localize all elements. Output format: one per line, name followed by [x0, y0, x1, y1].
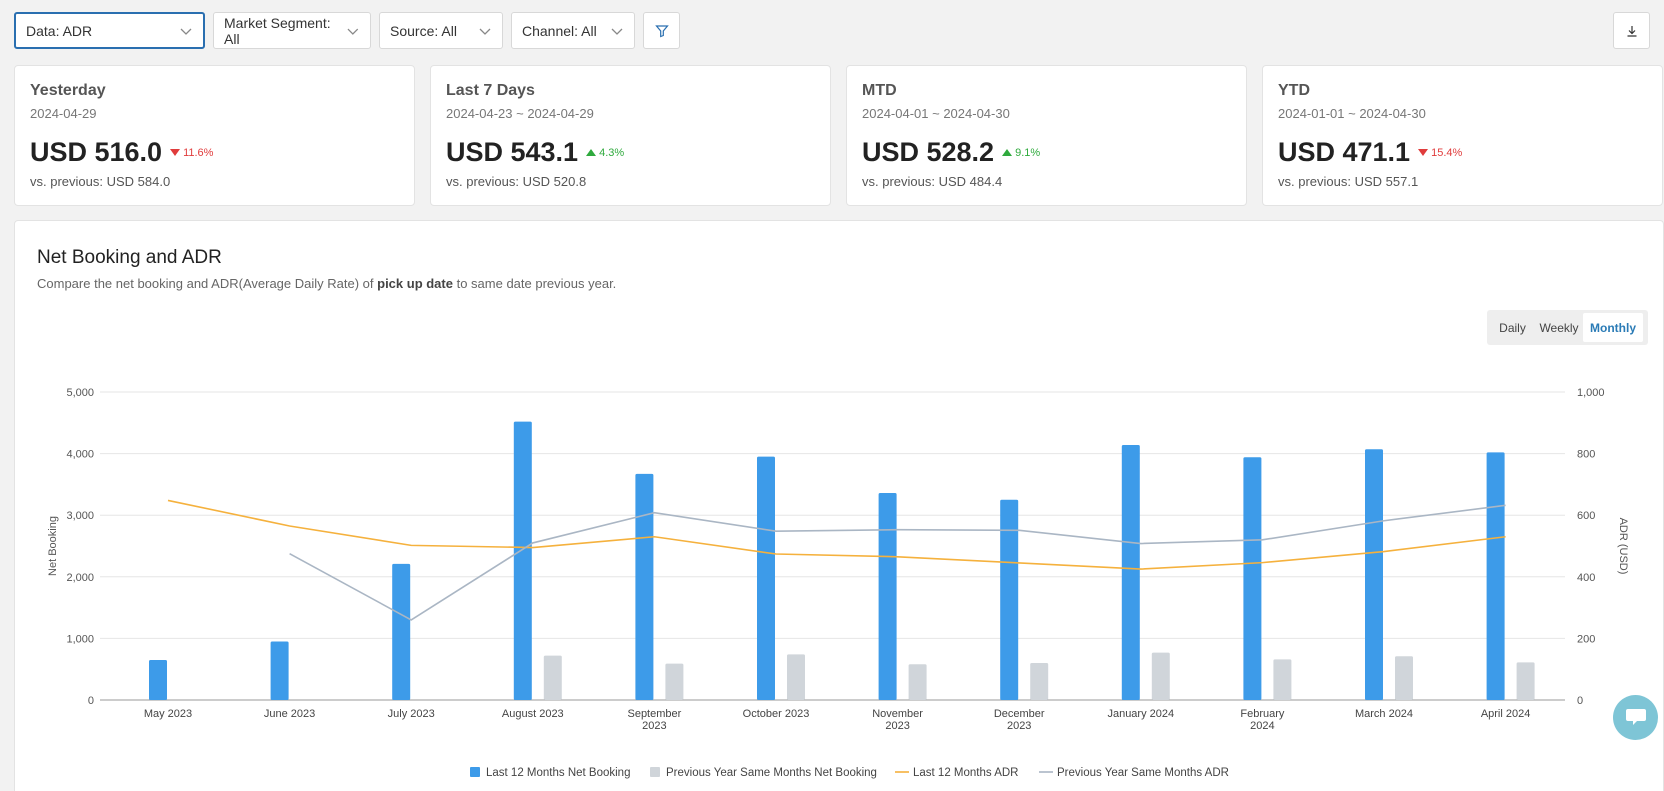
- kpi-value: USD 471.1: [1278, 137, 1411, 167]
- up-arrow-icon: [1002, 149, 1013, 156]
- kpi-change-value: 9.1%: [1015, 146, 1041, 159]
- kpi-previous: vs. previous: USD 484.4: [862, 174, 1003, 189]
- chat-button[interactable]: [1613, 695, 1658, 740]
- up-arrow-icon: [586, 149, 597, 156]
- market-segment-label: Market Segment: All: [224, 14, 331, 47]
- filter-icon: [654, 24, 669, 37]
- kpi-previous: vs. previous: USD 520.8: [446, 174, 587, 189]
- toggle-daily[interactable]: Daily: [1499, 320, 1526, 335]
- channel-label: Channel: All: [522, 22, 597, 39]
- kpi-value: USD 543.1: [446, 137, 579, 167]
- data-dropdown[interactable]: Data: ADR: [14, 12, 205, 49]
- kpi-title: Yesterday: [30, 82, 106, 99]
- kpi-change-value: 11.6%: [183, 146, 214, 159]
- source-label: Source: All: [390, 22, 457, 39]
- subtitle-text-end: to same date previous year.: [452, 276, 617, 291]
- panel-title: Net Booking and ADR: [37, 247, 222, 268]
- kpi-title: Last 7 Days: [446, 82, 535, 99]
- chevron-down-icon: [180, 28, 192, 35]
- chart-panel: Net Booking and ADR Compare the net book…: [14, 220, 1664, 791]
- filter-button[interactable]: [643, 12, 680, 49]
- channel-dropdown[interactable]: Channel: All: [511, 12, 635, 49]
- kpi-value: USD 528.2: [862, 137, 995, 167]
- granularity-toggle: Daily Weekly Monthly: [1487, 310, 1648, 345]
- kpi-title: YTD: [1278, 82, 1310, 99]
- kpi-card-last-7-days: Last 7 Days 2024-04-23 ~ 2024-04-29 USD …: [430, 65, 831, 206]
- kpi-change-value: 4.3%: [599, 146, 625, 159]
- kpi-change: 11.6%: [170, 147, 213, 159]
- chat-icon: [1625, 708, 1646, 725]
- filter-bar: Data: ADR Market Segment: All Source: Al…: [14, 12, 680, 49]
- subtitle-text: Compare the net booking and ADR(Average …: [37, 276, 378, 291]
- panel-subtitle: Compare the net booking and ADR(Average …: [37, 276, 616, 291]
- kpi-change: 15.4%: [1418, 147, 1462, 159]
- kpi-value: USD 516.0: [30, 137, 163, 167]
- chevron-down-icon: [347, 28, 359, 35]
- toggle-monthly[interactable]: Monthly: [1583, 313, 1643, 342]
- kpi-change-value: 15.4%: [1431, 146, 1463, 159]
- chevron-down-icon: [611, 28, 623, 35]
- download-button[interactable]: [1613, 12, 1650, 49]
- kpi-previous: vs. previous: USD 584.0: [30, 174, 171, 189]
- down-arrow-icon: [170, 149, 181, 156]
- kpi-title: MTD: [862, 82, 897, 99]
- kpi-date-range: 2024-04-23 ~ 2024-04-29: [446, 106, 594, 121]
- source-dropdown[interactable]: Source: All: [379, 12, 503, 49]
- chevron-down-icon: [479, 28, 491, 35]
- kpi-card-yesterday: Yesterday 2024-04-29 USD 516.0 11.6% vs.…: [14, 65, 415, 206]
- kpi-change: 4.3%: [586, 147, 624, 159]
- market-segment-dropdown[interactable]: Market Segment: All: [213, 12, 371, 49]
- kpi-card-mtd: MTD 2024-04-01 ~ 2024-04-30 USD 528.2 9.…: [846, 65, 1247, 206]
- kpi-card-ytd: YTD 2024-01-01 ~ 2024-04-30 USD 471.1 15…: [1262, 65, 1663, 206]
- kpi-date-range: 2024-01-01 ~ 2024-04-30: [1278, 106, 1426, 121]
- kpi-date-range: 2024-04-29: [30, 106, 97, 121]
- toggle-weekly[interactable]: Weekly: [1539, 320, 1579, 335]
- down-arrow-icon: [1418, 149, 1429, 156]
- kpi-row: Yesterday 2024-04-29 USD 516.0 11.6% vs.…: [14, 65, 1663, 206]
- subtitle-emphasis: pick up date: [377, 276, 453, 291]
- data-dropdown-label: Data: ADR: [26, 22, 93, 39]
- kpi-change: 9.1%: [1002, 147, 1040, 159]
- kpi-date-range: 2024-04-01 ~ 2024-04-30: [862, 106, 1010, 121]
- download-icon: [1627, 25, 1636, 37]
- kpi-previous: vs. previous: USD 557.1: [1278, 174, 1419, 189]
